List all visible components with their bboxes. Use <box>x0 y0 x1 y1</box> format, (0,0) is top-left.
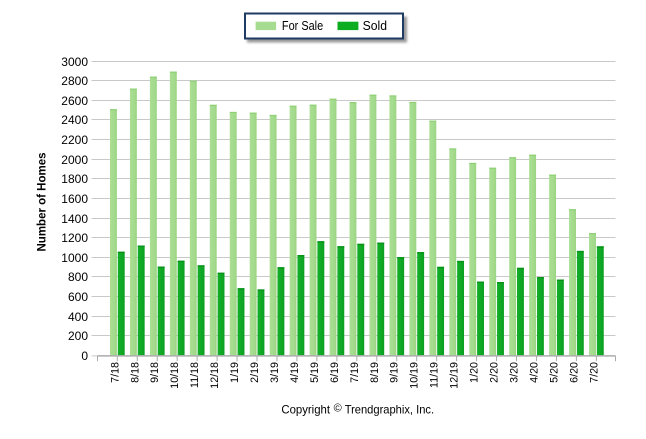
svg-text:1400: 1400 <box>61 212 88 226</box>
svg-text:12/19: 12/19 <box>449 362 461 389</box>
svg-text:7/19: 7/19 <box>349 362 361 383</box>
svg-text:1600: 1600 <box>61 192 88 206</box>
svg-text:7/18: 7/18 <box>109 362 121 383</box>
svg-text:9/19: 9/19 <box>389 362 401 383</box>
svg-text:1/20: 1/20 <box>469 362 481 383</box>
svg-text:8/19: 8/19 <box>369 362 381 383</box>
svg-text:©: © <box>334 402 342 414</box>
svg-text:9/18: 9/18 <box>149 362 161 383</box>
svg-text:11/19: 11/19 <box>429 362 441 388</box>
svg-text:6/19: 6/19 <box>329 362 341 383</box>
svg-text:Copyright: Copyright <box>281 403 330 417</box>
svg-text:5/19: 5/19 <box>309 362 321 383</box>
svg-text:8/18: 8/18 <box>129 362 141 383</box>
svg-text:1200: 1200 <box>61 231 88 245</box>
svg-text:2200: 2200 <box>61 133 88 147</box>
svg-text:800: 800 <box>68 270 88 284</box>
svg-text:1/19: 1/19 <box>229 362 241 383</box>
svg-text:12/18: 12/18 <box>209 362 221 389</box>
svg-text:10/19: 10/19 <box>409 362 421 389</box>
svg-text:0: 0 <box>81 349 88 363</box>
svg-text:600: 600 <box>68 290 88 304</box>
svg-text:2800: 2800 <box>61 74 88 88</box>
svg-text:Number of Homes: Number of Homes <box>37 152 49 251</box>
svg-text:400: 400 <box>68 310 88 324</box>
svg-text:1000: 1000 <box>61 251 88 265</box>
svg-text:3000: 3000 <box>61 55 88 69</box>
svg-text:3/20: 3/20 <box>509 362 521 383</box>
svg-text:2/19: 2/19 <box>249 362 261 383</box>
svg-text:10/18: 10/18 <box>169 362 181 389</box>
svg-text:Trendgraphix, Inc.: Trendgraphix, Inc. <box>345 403 434 417</box>
svg-text:200: 200 <box>68 329 88 343</box>
svg-text:For Sale: For Sale <box>282 19 323 33</box>
svg-text:2000: 2000 <box>61 153 88 167</box>
svg-text:5/20: 5/20 <box>548 362 560 383</box>
svg-text:1800: 1800 <box>61 172 88 186</box>
svg-text:2400: 2400 <box>61 113 88 127</box>
svg-text:3/19: 3/19 <box>269 362 281 383</box>
svg-text:2/20: 2/20 <box>489 362 501 383</box>
svg-text:6/20: 6/20 <box>568 362 580 383</box>
svg-text:11/18: 11/18 <box>189 362 201 388</box>
svg-text:4/19: 4/19 <box>289 362 301 383</box>
svg-text:Sold: Sold <box>363 19 387 33</box>
svg-text:2600: 2600 <box>61 94 88 108</box>
svg-text:4/20: 4/20 <box>528 362 540 383</box>
svg-text:7/20: 7/20 <box>588 362 600 383</box>
